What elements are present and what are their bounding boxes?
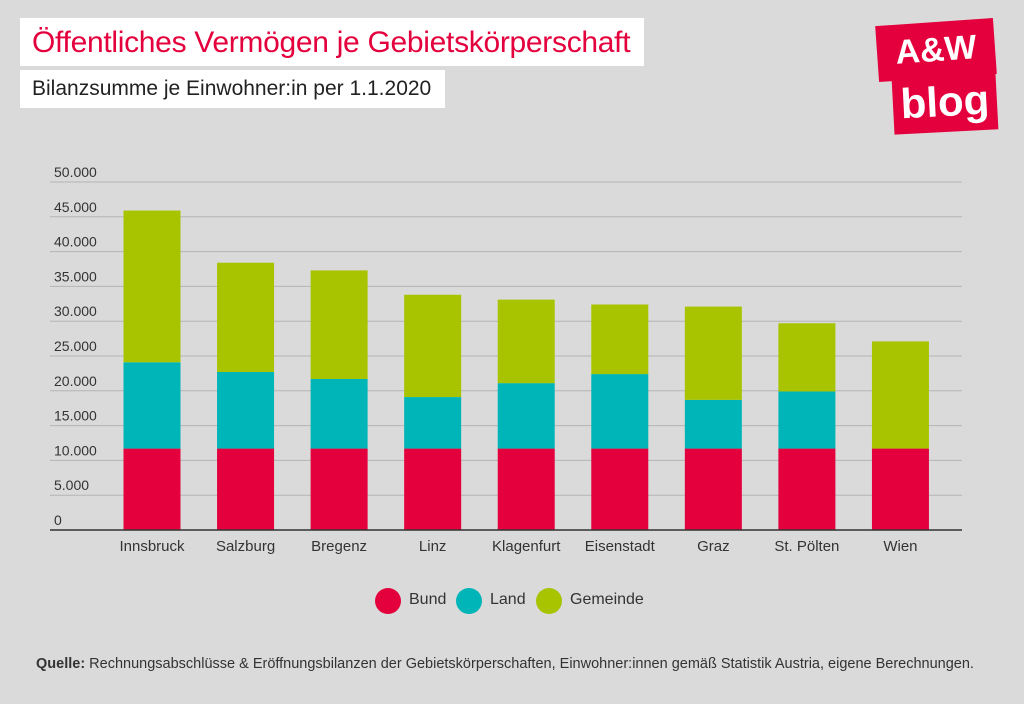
legend-label-gemeinde: Gemeinde <box>570 591 644 608</box>
bar-segment-bund <box>217 448 275 530</box>
bar-segment-gemeinde <box>591 304 649 375</box>
bar-segment-gemeinde <box>310 270 368 379</box>
bar-segment-bund <box>591 448 649 530</box>
y-tick-label: 45.000 <box>54 199 97 215</box>
legend-swatch-land <box>456 588 482 614</box>
chart-title: Öffentliches Vermögen je Gebietskörpersc… <box>32 26 631 59</box>
bar-segment-gemeinde <box>684 306 742 400</box>
x-tick-label: Eisenstadt <box>585 538 656 555</box>
x-tick-label: Graz <box>697 538 730 555</box>
y-tick-label: 0 <box>54 512 62 528</box>
legend-swatch-bund <box>375 588 401 614</box>
bar-segment-land <box>778 391 836 449</box>
legend: Bund Land Gemeinde <box>0 586 1024 616</box>
source-text: Rechnungsabschlüsse & Eröffnungsbilanzen… <box>85 656 974 672</box>
x-tick-label: Bregenz <box>311 538 367 555</box>
x-tick-label: Klagenfurt <box>492 538 561 555</box>
source-note: Quelle: Rechnungsabschlüsse & Eröffnungs… <box>36 656 974 672</box>
y-tick-label: 40.000 <box>54 234 97 250</box>
y-tick-label: 35.000 <box>54 268 97 284</box>
y-tick-label: 20.000 <box>54 373 97 389</box>
legend-label-land: Land <box>490 591 526 608</box>
stacked-bar-chart: 0 5.000 10.000 15.000 20.000 25.000 30.000 35.0… <box>50 164 962 555</box>
bar-segment-bund <box>404 448 462 530</box>
bar-segment-gemeinde <box>123 210 181 363</box>
bar-segment-bund <box>871 448 929 530</box>
x-tick-label: Linz <box>419 538 447 555</box>
chart-subtitle: Bilanzsumme je Einwohner:in per 1.1.2020 <box>32 77 432 100</box>
logo-line-2: blog <box>891 73 999 135</box>
bar-segment-gemeinde <box>404 294 462 398</box>
y-tick-label: 10.000 <box>54 442 97 458</box>
bar-segment-bund <box>684 448 742 530</box>
bar-segment-bund <box>778 448 836 530</box>
legend-swatch-gemeinde <box>536 588 562 614</box>
bar-segment-land <box>591 374 649 449</box>
subtitle-box: Bilanzsumme je Einwohner:in per 1.1.2020 <box>20 70 446 108</box>
bar-segment-land <box>684 399 742 449</box>
bar-segment-bund <box>310 448 368 530</box>
aw-blog-logo: A&W blog <box>871 17 1001 135</box>
bar-segment-gemeinde <box>217 262 275 373</box>
legend-label-bund: Bund <box>409 591 447 608</box>
y-tick-label: 50.000 <box>54 164 97 180</box>
bar-segment-land <box>123 362 181 449</box>
bar-segment-land <box>310 378 368 449</box>
bar-segment-gemeinde <box>778 323 836 392</box>
logo-line-1: A&W <box>875 17 997 83</box>
y-tick-label: 15.000 <box>54 408 97 424</box>
bar-segment-land <box>497 383 555 449</box>
title-box: Öffentliches Vermögen je Gebietskörpersc… <box>20 18 645 66</box>
bar-segment-land <box>404 397 462 449</box>
y-tick-label: 25.000 <box>54 338 97 354</box>
bar-segment-bund <box>497 448 555 530</box>
x-tick-label: Salzburg <box>216 538 275 555</box>
source-label: Quelle: <box>36 656 86 672</box>
bar-segment-bund <box>123 448 181 530</box>
bar-segment-gemeinde <box>497 299 555 384</box>
y-tick-label: 30.000 <box>54 303 97 319</box>
bar-segment-gemeinde <box>871 341 929 449</box>
x-tick-label: Wien <box>883 538 917 555</box>
x-tick-label: Innsbruck <box>119 538 185 555</box>
x-tick-label: St. Pölten <box>774 538 839 555</box>
bar-segment-land <box>217 372 275 449</box>
y-tick-label: 5.000 <box>54 477 89 493</box>
